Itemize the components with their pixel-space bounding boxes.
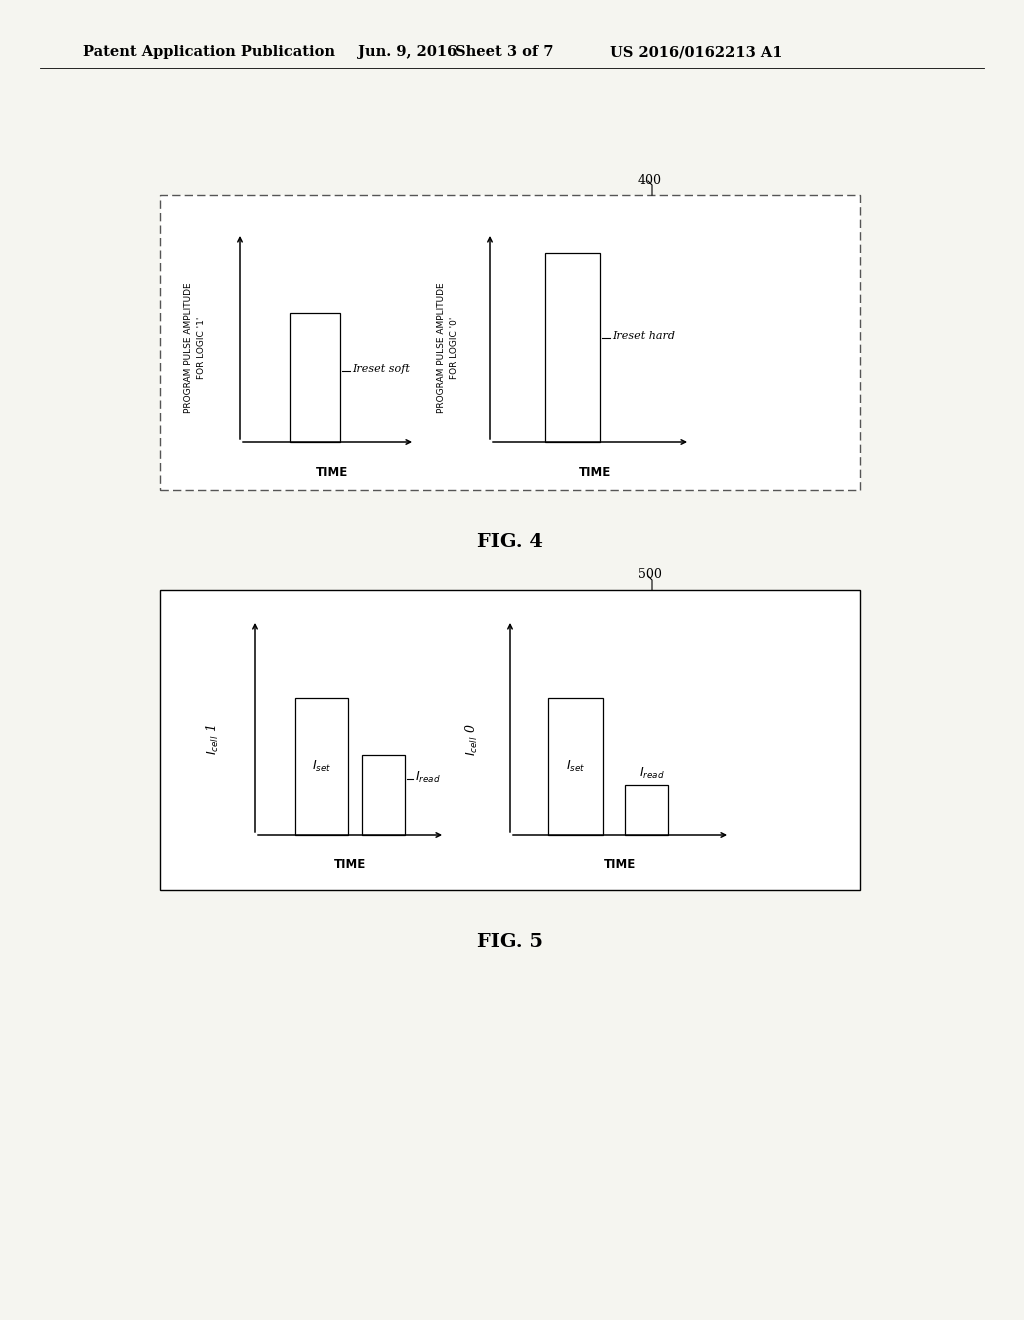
Text: PROGRAM PULSE AMPLITUDE
FOR LOGIC '0': PROGRAM PULSE AMPLITUDE FOR LOGIC '0' (437, 282, 459, 413)
Text: TIME: TIME (579, 466, 611, 479)
Bar (548, 698, 603, 836)
Bar (160, 590, 860, 890)
Bar (290, 313, 340, 442)
Text: Sheet 3 of 7: Sheet 3 of 7 (455, 45, 554, 59)
Text: TIME: TIME (604, 858, 636, 871)
Text: FIG. 5: FIG. 5 (477, 933, 543, 950)
Text: $I_{read}$: $I_{read}$ (639, 766, 665, 780)
Bar (625, 785, 668, 836)
Text: Patent Application Publication: Patent Application Publication (83, 45, 335, 59)
Text: PROGRAM PULSE AMPLITUDE
FOR LOGIC '1': PROGRAM PULSE AMPLITUDE FOR LOGIC '1' (184, 282, 206, 413)
Bar (545, 253, 600, 442)
Text: $I_{cell}$ 0: $I_{cell}$ 0 (464, 723, 480, 756)
Text: $I_{set}$: $I_{set}$ (312, 759, 331, 774)
Text: FIG. 4: FIG. 4 (477, 533, 543, 550)
Bar (160, 195, 860, 490)
Text: Jun. 9, 2016: Jun. 9, 2016 (358, 45, 458, 59)
Text: Ireset soft: Ireset soft (352, 364, 410, 374)
Text: 500: 500 (638, 569, 662, 582)
Bar (362, 755, 406, 836)
Text: TIME: TIME (316, 466, 348, 479)
Text: US 2016/0162213 A1: US 2016/0162213 A1 (610, 45, 782, 59)
Text: TIME: TIME (334, 858, 367, 871)
Text: $I_{read}$: $I_{read}$ (415, 770, 440, 784)
Text: $I_{set}$: $I_{set}$ (566, 759, 585, 774)
Text: $I_{cell}$ 1: $I_{cell}$ 1 (205, 725, 221, 755)
Text: 400: 400 (638, 173, 662, 186)
Text: Ireset hard: Ireset hard (612, 331, 675, 341)
Bar (295, 698, 348, 836)
